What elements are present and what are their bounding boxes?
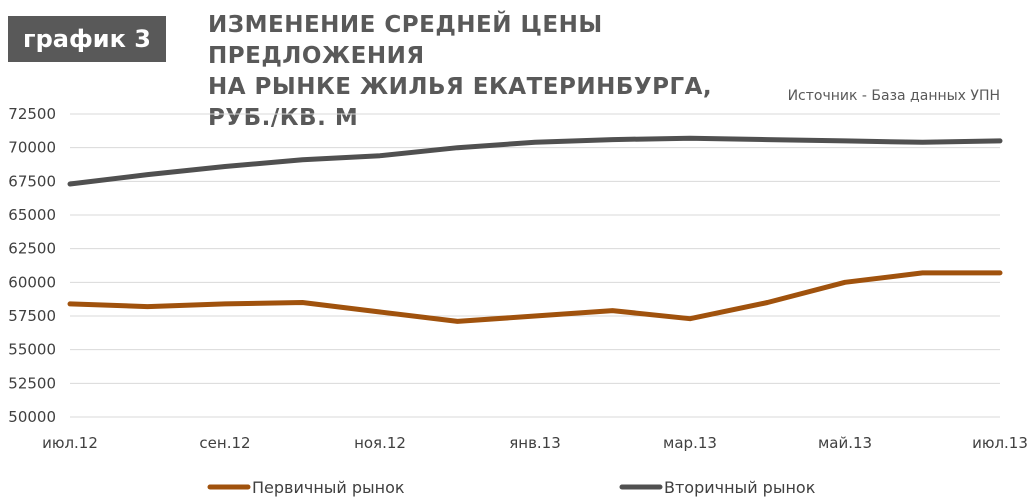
- x-tick-label: ноя.12: [354, 434, 406, 452]
- x-tick-label: май.13: [818, 434, 872, 452]
- y-tick-label: 57500: [8, 307, 56, 325]
- chart-number-badge: график 3: [8, 16, 166, 62]
- x-tick-label: июл.13: [972, 434, 1028, 452]
- series-lines: [67, 135, 1003, 324]
- x-tick-label: мар.13: [663, 434, 717, 452]
- y-tick-label: 65000: [8, 206, 56, 224]
- x-tick-label: сен.12: [199, 434, 250, 452]
- series-line-1: [67, 270, 1003, 324]
- y-tick-label: 55000: [8, 341, 56, 359]
- y-tick-label: 70000: [8, 139, 56, 157]
- data-source-note: Источник - База данных УПН: [787, 88, 1000, 104]
- chart-title-line-2: НА РЫНКЕ ЖИЛЬЯ ЕКАТЕРИНБУРГА,: [208, 74, 713, 100]
- chart-title-line-3: РУБ./КВ. М: [208, 105, 359, 131]
- x-axis-ticks: июл.12 сен.12 ноя.12 янв.13 мар.13 май.13 июл.…: [42, 434, 1028, 452]
- grid-lines: [70, 113, 1000, 418]
- series-line-2: [67, 135, 1003, 187]
- y-tick-label: 60000: [8, 273, 56, 291]
- y-tick-label: 72500: [8, 105, 56, 123]
- legend-label-2: Вторичный рынок: [664, 478, 816, 497]
- chart-title: ИЗМЕНЕНИЕ СРЕДНЕЙ ЦЕНЫ ПРЕДЛОЖЕНИЯ НА РЫ…: [208, 10, 808, 134]
- legend-label-1: Первичный рынок: [252, 478, 405, 497]
- x-tick-label: янв.13: [509, 434, 561, 452]
- y-axis-ticks: 50000 52500 55000 57500 60000 62500 65000 67500…: [8, 105, 56, 426]
- y-tick-label: 50000: [8, 408, 56, 426]
- y-tick-label: 52500: [8, 374, 56, 392]
- y-tick-label: 62500: [8, 240, 56, 258]
- legend: Первичный рынок Вторичный рынок: [207, 478, 816, 497]
- chart-title-line-1: ИЗМЕНЕНИЕ СРЕДНЕЙ ЦЕНЫ ПРЕДЛОЖЕНИЯ: [208, 12, 603, 69]
- x-tick-label: июл.12: [42, 434, 98, 452]
- y-tick-label: 67500: [8, 172, 56, 190]
